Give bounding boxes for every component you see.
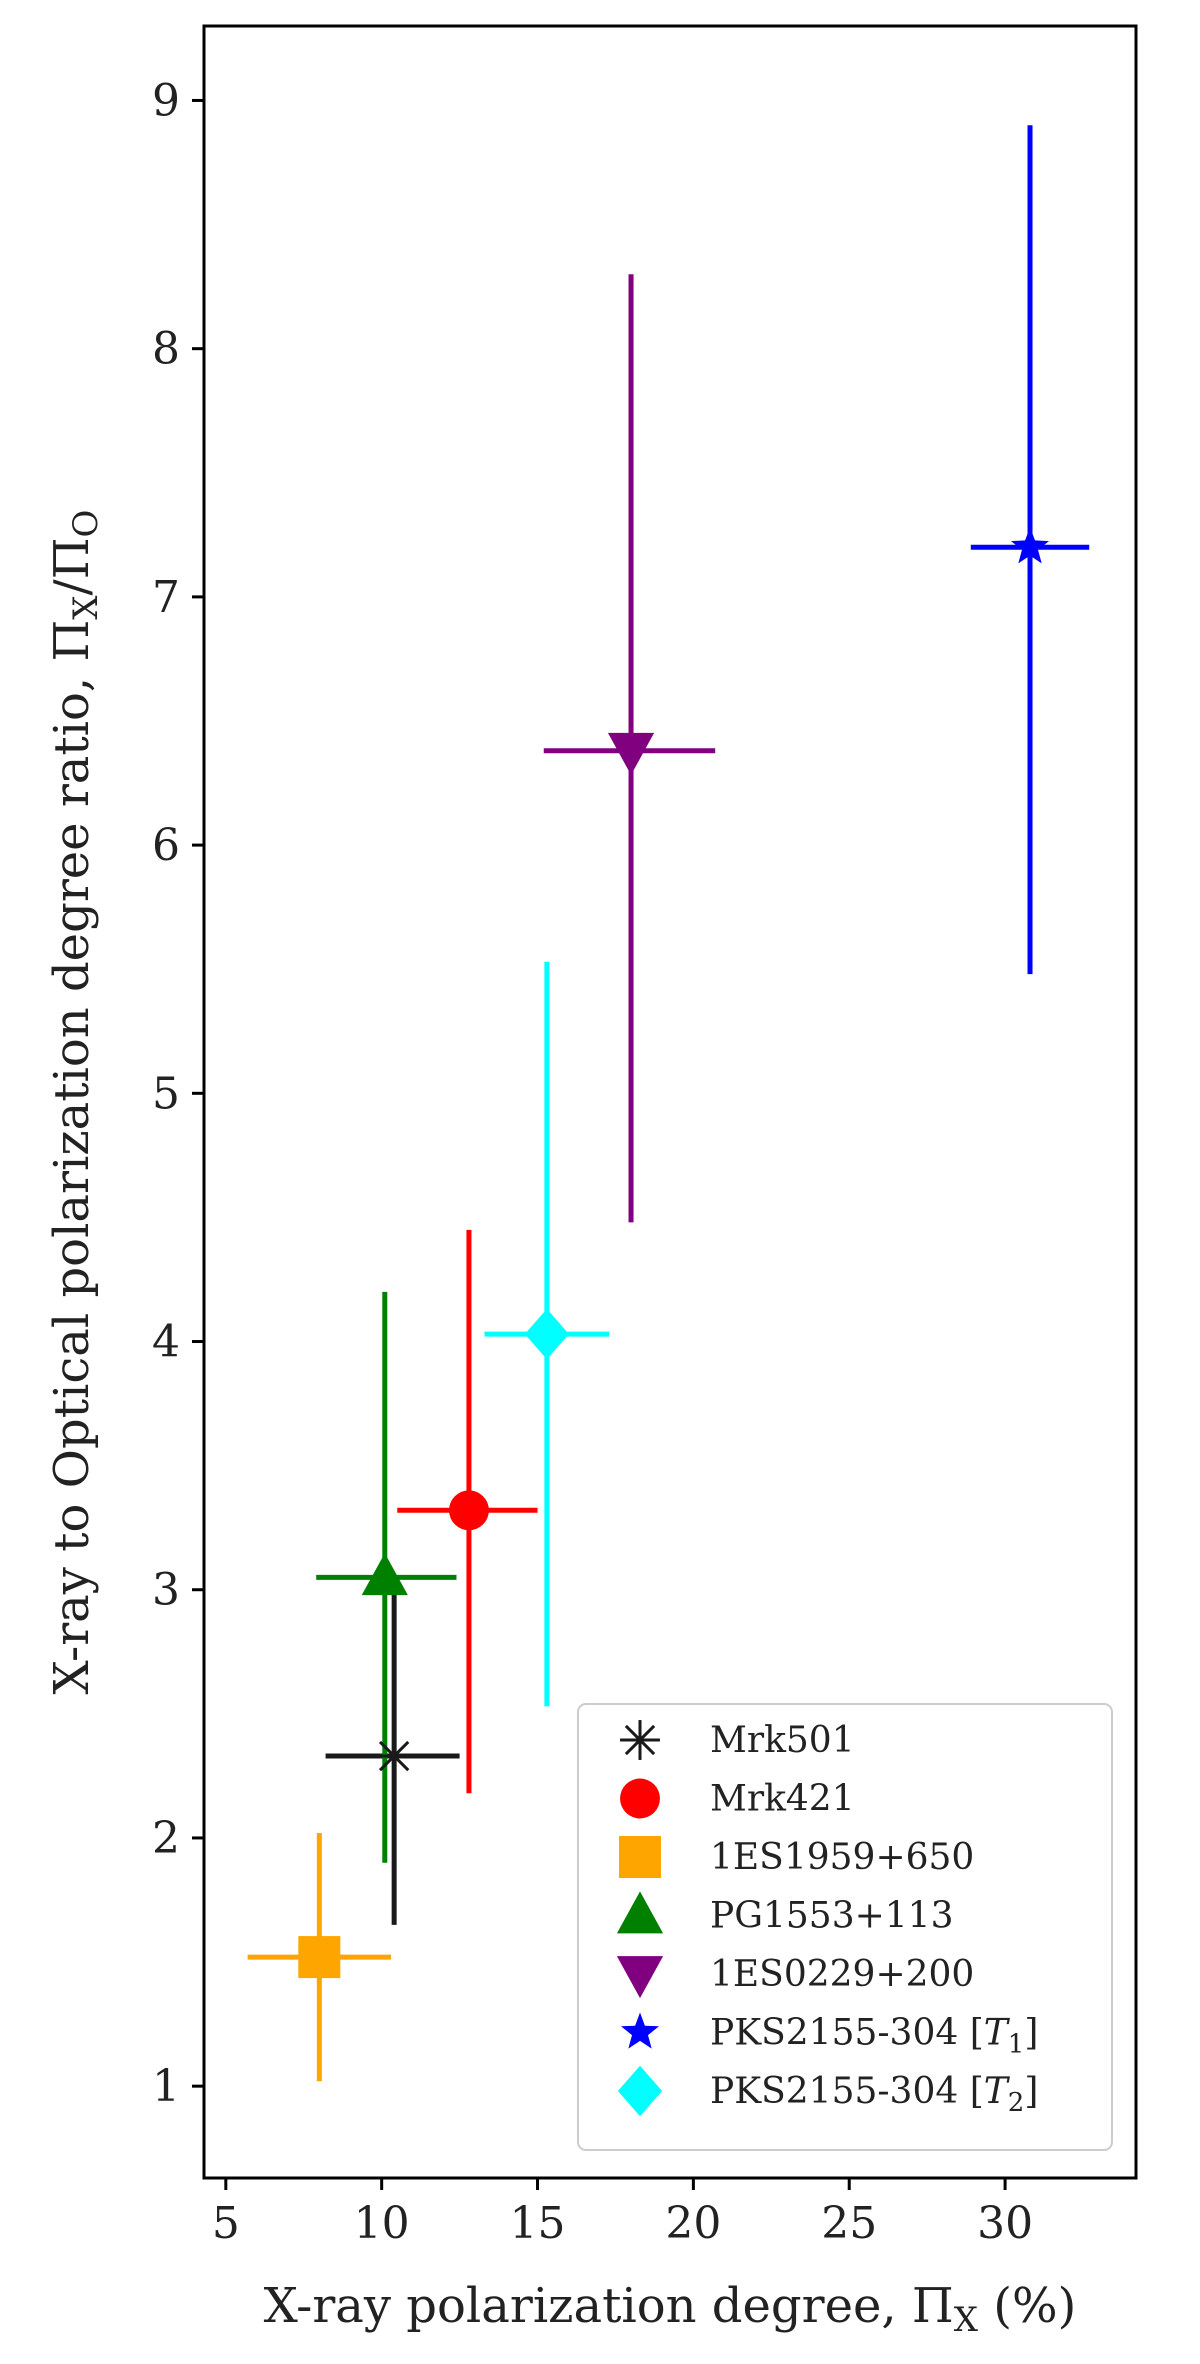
legend-marker-pg1553-113 xyxy=(616,1891,664,1934)
y-tick-label-3: 3 xyxy=(152,1565,180,1616)
legend-marker-1es0229-200 xyxy=(616,1956,664,1999)
legend-label-pks2155-304-2: PKS2155-304 [T2] xyxy=(710,2071,1038,2118)
point-pks2155-304-1 xyxy=(1011,527,1049,564)
y-tick-label-5: 5 xyxy=(152,1068,180,1119)
y-tick-label-4: 4 xyxy=(152,1317,180,1368)
y-tick-label-8: 8 xyxy=(152,324,180,375)
x-tick-label-15: 15 xyxy=(510,2198,566,2249)
legend-marker-1es1959-650 xyxy=(619,1836,661,1878)
y-axis: 1 2 3 4 5 6 7 8 9 xyxy=(152,75,204,2112)
legend-marker-pks2155-304-2 xyxy=(617,2065,663,2117)
legend-marker-mrk501 xyxy=(620,1720,660,1760)
x-tick-label-10: 10 xyxy=(354,2198,410,2249)
y-tick-label-9: 9 xyxy=(152,75,180,126)
plot-frame xyxy=(202,24,1138,2180)
legend-label-mrk421: Mrk421 xyxy=(710,1779,855,1820)
point-pks2155-304-2 xyxy=(524,1308,569,1360)
legend-label-pg1553-113: PG1553+113 xyxy=(710,1896,953,1937)
point-pg1553-113 xyxy=(361,1553,408,1596)
y-tick-label-6: 6 xyxy=(152,820,180,871)
y-tick-label-7: 7 xyxy=(152,572,180,623)
y-tick-label-1: 1 xyxy=(152,2061,180,2112)
legend-label-pks2155-304-1: PKS2155-304 [T1] xyxy=(710,2013,1038,2060)
legend-label-1es1959-650: 1ES1959+650 xyxy=(710,1837,974,1878)
point-mrk501 xyxy=(374,1736,415,1776)
legend-frame xyxy=(577,1703,1113,2151)
x-axis: 5 10 15 20 25 30 xyxy=(212,2178,1033,2249)
legend-marker-pks2155-304-1 xyxy=(621,2012,659,2049)
y-tick-label-2: 2 xyxy=(152,1813,180,1864)
legend-marker-mrk421 xyxy=(620,1778,660,1819)
markers-layer xyxy=(298,527,1049,1979)
x-tick-label-25: 25 xyxy=(821,2198,877,2249)
point-1es0229-200 xyxy=(607,732,655,775)
point-1es1959-650 xyxy=(298,1936,341,1979)
legend-label-mrk501: Mrk501 xyxy=(710,1720,855,1761)
legend-label-1es0229-200: 1ES0229+200 xyxy=(710,1954,974,1995)
point-mrk421 xyxy=(448,1490,489,1531)
x-axis-title: X-ray polarization degree, ΠX (%) xyxy=(264,2278,1077,2340)
x-tick-label-5: 5 xyxy=(212,2198,240,2249)
x-tick-label-20: 20 xyxy=(665,2198,721,2249)
x-tick-label-30: 30 xyxy=(977,2198,1033,2249)
y-axis-title: X-ray to Optical polarization degree rat… xyxy=(44,510,106,1695)
legend: Mrk501 Mrk421 1ES1959+650 PG1553+113 1ES0229… xyxy=(577,1703,1113,2151)
